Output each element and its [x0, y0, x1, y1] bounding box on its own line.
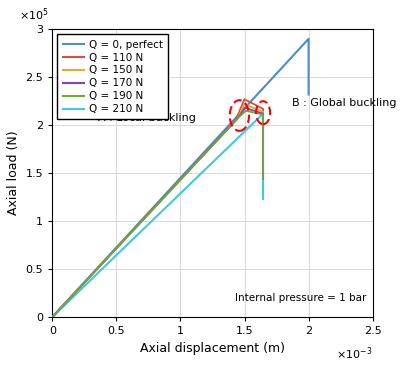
Line: Q = 150 N: Q = 150 N: [52, 104, 263, 317]
Q = 0, perfect: [50, 315, 55, 319]
Line: Q = 110 N: Q = 110 N: [52, 99, 263, 317]
Q = 170 N: [243, 106, 247, 110]
Q = 210 N: [50, 315, 55, 319]
Q = 190 N: [236, 116, 241, 120]
Q = 110 N: [233, 118, 238, 123]
Q = 210 N: [261, 197, 266, 201]
Q = 150 N: [261, 110, 266, 114]
Q = 0, perfect: [306, 37, 311, 41]
Q = 210 N: [261, 111, 266, 116]
Q = 110 N: [261, 177, 266, 181]
Text: A : Local buckling: A : Local buckling: [98, 113, 196, 124]
Q = 110 N: [242, 97, 247, 101]
Line: Q = 0, perfect: Q = 0, perfect: [52, 39, 309, 317]
Q = 170 N: [261, 111, 266, 116]
Line: Q = 190 N: Q = 190 N: [52, 111, 263, 317]
Q = 190 N: [243, 108, 248, 113]
Q = 190 N: [261, 113, 266, 117]
Y-axis label: Axial load (N): Axial load (N): [7, 131, 20, 215]
X-axis label: Axial displacement (m): Axial displacement (m): [140, 342, 285, 355]
Q = 150 N: [234, 117, 239, 122]
Q = 190 N: [50, 315, 55, 319]
Legend: Q = 0, perfect, Q = 110 N, Q = 150 N, Q = 170 N, Q = 190 N, Q = 210 N: Q = 0, perfect, Q = 110 N, Q = 150 N, Q …: [58, 34, 168, 120]
Q = 0, perfect: [306, 92, 311, 97]
Q = 150 N: [50, 315, 55, 319]
Text: B : Global buckling: B : Global buckling: [292, 98, 396, 108]
Q = 150 N: [242, 102, 247, 106]
Q = 190 N: [261, 177, 266, 181]
Line: Q = 170 N: Q = 170 N: [52, 108, 263, 317]
Q = 110 N: [50, 315, 55, 319]
Q = 150 N: [261, 177, 266, 181]
Text: Internal pressure = 1 bar: Internal pressure = 1 bar: [235, 293, 366, 303]
Text: $\times10^5$: $\times10^5$: [19, 7, 49, 24]
Line: Q = 210 N: Q = 210 N: [52, 114, 263, 317]
Q = 170 N: [261, 177, 266, 181]
Q = 170 N: [235, 116, 240, 121]
Q = 110 N: [261, 107, 266, 111]
Text: $\times10^{-3}$: $\times10^{-3}$: [336, 346, 373, 362]
Q = 170 N: [50, 315, 55, 319]
